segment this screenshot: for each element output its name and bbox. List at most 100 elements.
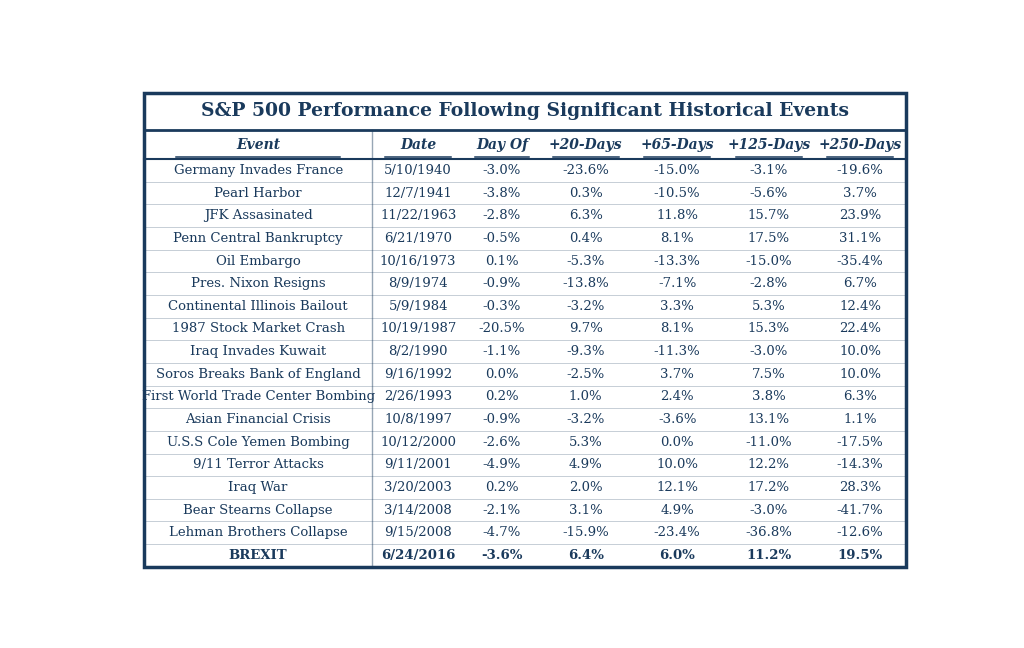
Text: -11.0%: -11.0%: [745, 435, 792, 448]
Text: 0.4%: 0.4%: [569, 232, 602, 245]
Text: -36.8%: -36.8%: [745, 526, 792, 539]
Text: 10.0%: 10.0%: [839, 367, 881, 381]
Text: 10/8/1997: 10/8/1997: [384, 413, 453, 426]
Text: 9/11/2001: 9/11/2001: [384, 458, 452, 471]
Text: +65-Days: +65-Days: [640, 137, 714, 152]
Text: -35.4%: -35.4%: [837, 255, 884, 268]
Text: -0.3%: -0.3%: [482, 300, 521, 313]
Text: 0.1%: 0.1%: [485, 255, 519, 268]
Text: 10.0%: 10.0%: [839, 345, 881, 358]
Text: -15.9%: -15.9%: [562, 526, 609, 539]
Text: Day Of: Day Of: [476, 137, 528, 152]
Text: 2/26/1993: 2/26/1993: [384, 390, 453, 404]
Text: Pearl Harbor: Pearl Harbor: [214, 187, 302, 200]
Text: -5.3%: -5.3%: [566, 255, 605, 268]
Text: 17.2%: 17.2%: [748, 481, 790, 494]
Text: -4.9%: -4.9%: [482, 458, 521, 471]
Text: Lehman Brothers Collapse: Lehman Brothers Collapse: [169, 526, 347, 539]
Text: -3.2%: -3.2%: [566, 413, 605, 426]
Text: -3.0%: -3.0%: [750, 345, 787, 358]
Text: 10/12/2000: 10/12/2000: [380, 435, 456, 448]
Text: Bear Stearns Collapse: Bear Stearns Collapse: [183, 503, 333, 516]
Text: -9.3%: -9.3%: [566, 345, 605, 358]
Text: First World Trade Center Bombing: First World Trade Center Bombing: [141, 390, 375, 404]
Text: 3/20/2003: 3/20/2003: [384, 481, 452, 494]
Text: -12.6%: -12.6%: [837, 526, 884, 539]
Text: 31.1%: 31.1%: [839, 232, 881, 245]
Text: S&P 500 Performance Following Significant Historical Events: S&P 500 Performance Following Significan…: [201, 102, 849, 121]
Text: -2.8%: -2.8%: [483, 209, 521, 222]
Text: 8.1%: 8.1%: [660, 232, 694, 245]
Text: 28.3%: 28.3%: [839, 481, 881, 494]
Text: 3.7%: 3.7%: [660, 367, 694, 381]
Text: Soros Breaks Bank of England: Soros Breaks Bank of England: [156, 367, 360, 381]
Text: -3.0%: -3.0%: [482, 164, 521, 177]
Text: 6.4%: 6.4%: [567, 549, 604, 562]
Text: Oil Embargo: Oil Embargo: [216, 255, 300, 268]
Text: -23.4%: -23.4%: [653, 526, 700, 539]
Text: -17.5%: -17.5%: [837, 435, 884, 448]
Text: -0.5%: -0.5%: [483, 232, 521, 245]
Text: 4.9%: 4.9%: [660, 503, 694, 516]
Text: 3.3%: 3.3%: [660, 300, 694, 313]
Text: 11.2%: 11.2%: [745, 549, 792, 562]
Text: 0.0%: 0.0%: [485, 367, 519, 381]
Text: 15.7%: 15.7%: [748, 209, 790, 222]
Text: +20-Days: +20-Days: [549, 137, 623, 152]
Text: -3.0%: -3.0%: [750, 503, 787, 516]
Text: 3.8%: 3.8%: [752, 390, 785, 404]
Text: 5.3%: 5.3%: [569, 435, 602, 448]
Text: Pres. Nixon Resigns: Pres. Nixon Resigns: [190, 277, 326, 290]
Text: JFK Assasinated: JFK Assasinated: [204, 209, 312, 222]
Text: 3.1%: 3.1%: [569, 503, 602, 516]
Text: -15.0%: -15.0%: [745, 255, 792, 268]
Text: 23.9%: 23.9%: [839, 209, 881, 222]
Text: 10/16/1973: 10/16/1973: [380, 255, 457, 268]
Text: -3.6%: -3.6%: [481, 549, 522, 562]
Text: -2.6%: -2.6%: [482, 435, 521, 448]
Text: 22.4%: 22.4%: [839, 323, 881, 336]
Text: -7.1%: -7.1%: [658, 277, 696, 290]
Text: 12.2%: 12.2%: [748, 458, 790, 471]
Text: Asian Financial Crisis: Asian Financial Crisis: [185, 413, 331, 426]
Text: U.S.S Cole Yemen Bombing: U.S.S Cole Yemen Bombing: [167, 435, 349, 448]
Text: 2.0%: 2.0%: [569, 481, 602, 494]
Text: 3/14/2008: 3/14/2008: [384, 503, 452, 516]
Text: BREXIT: BREXIT: [228, 549, 288, 562]
Text: +125-Days: +125-Days: [727, 137, 810, 152]
Text: -5.6%: -5.6%: [750, 187, 787, 200]
Text: 13.1%: 13.1%: [748, 413, 790, 426]
Text: Continental Illinois Bailout: Continental Illinois Bailout: [168, 300, 348, 313]
Text: -4.7%: -4.7%: [482, 526, 521, 539]
Text: -3.1%: -3.1%: [750, 164, 787, 177]
Text: -19.6%: -19.6%: [837, 164, 884, 177]
Text: -13.3%: -13.3%: [653, 255, 700, 268]
Text: 3.7%: 3.7%: [843, 187, 877, 200]
Text: 17.5%: 17.5%: [748, 232, 790, 245]
Text: 10/19/1987: 10/19/1987: [380, 323, 457, 336]
Text: 9.7%: 9.7%: [568, 323, 603, 336]
Text: 0.2%: 0.2%: [485, 481, 519, 494]
Text: 0.2%: 0.2%: [485, 390, 519, 404]
Text: 6.0%: 6.0%: [659, 549, 695, 562]
Text: 1.1%: 1.1%: [843, 413, 877, 426]
Text: +250-Days: +250-Days: [818, 137, 901, 152]
Text: 5/10/1940: 5/10/1940: [384, 164, 452, 177]
Text: -15.0%: -15.0%: [654, 164, 700, 177]
Text: 2.4%: 2.4%: [660, 390, 694, 404]
Text: Iraq War: Iraq War: [228, 481, 288, 494]
Text: 5/9/1984: 5/9/1984: [388, 300, 447, 313]
Text: -14.3%: -14.3%: [837, 458, 884, 471]
Text: -2.8%: -2.8%: [750, 277, 787, 290]
Text: 0.0%: 0.0%: [660, 435, 694, 448]
Text: 15.3%: 15.3%: [748, 323, 790, 336]
Text: 11/22/1963: 11/22/1963: [380, 209, 457, 222]
Text: 19.5%: 19.5%: [838, 549, 883, 562]
Text: 1.0%: 1.0%: [569, 390, 602, 404]
Text: -1.1%: -1.1%: [483, 345, 521, 358]
Text: 11.8%: 11.8%: [656, 209, 698, 222]
Text: 8.1%: 8.1%: [660, 323, 694, 336]
Text: -13.8%: -13.8%: [562, 277, 609, 290]
Text: 8/2/1990: 8/2/1990: [388, 345, 447, 358]
Text: 12.4%: 12.4%: [839, 300, 881, 313]
